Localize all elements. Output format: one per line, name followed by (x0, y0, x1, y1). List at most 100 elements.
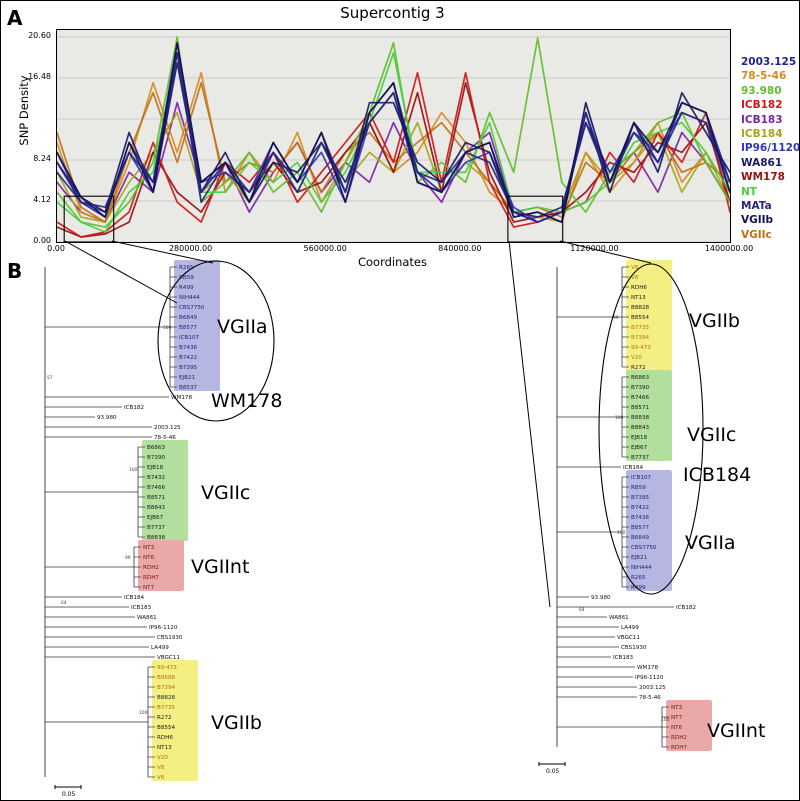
chart-legend: 2003.125 78-5-46 93.980 ICB182 ICB183 ICB184 I… (741, 55, 799, 242)
taxon-label: B8843 (147, 505, 166, 511)
clade-label: ICB184 (683, 464, 751, 486)
bootstrap-value: 100 (661, 717, 670, 723)
taxon-label: RDH6 (631, 285, 647, 291)
taxon-label: B6863 (631, 375, 650, 381)
x-tick-label: 840000.00 (438, 244, 482, 253)
group-highlight-vgiib (152, 660, 198, 781)
legend-entry: 93.980 (741, 84, 782, 97)
taxon-label: RDH7 (671, 745, 687, 751)
taxon-label: B6849 (179, 315, 198, 321)
taxon-label: B8537 (179, 385, 198, 391)
taxon-label: 93.980 (97, 415, 117, 421)
panel-a-label: A (7, 6, 23, 30)
taxon-label: B7735 (631, 325, 650, 331)
taxon-label: NT13 (631, 295, 646, 301)
taxon-label: B7735 (157, 705, 176, 711)
y-tick-label: 16.48 (28, 71, 51, 81)
taxon-label: B8828 (157, 695, 176, 701)
taxon-label: ICB107 (179, 335, 200, 341)
legend-entry: NT (741, 185, 757, 198)
taxon-label: B7436 (179, 345, 198, 351)
taxon-label: B8571 (631, 405, 650, 411)
group-highlight-vgiia (626, 470, 672, 591)
taxon-label: B7394 (631, 335, 650, 341)
x-tick-label: 1120000.00 (570, 244, 619, 253)
chart-title: Supercontig 3 (340, 4, 445, 22)
legend-entry: 78-5-46 (741, 70, 787, 83)
bootstrap-value: 64 (579, 607, 585, 613)
legend-entry: ICB184 (741, 128, 783, 141)
clade-label: VGIInt (191, 556, 249, 578)
taxon-label: B7466 (631, 395, 650, 401)
taxon-label: 99-473 (631, 345, 651, 351)
x-tick-label: 560000.00 (303, 244, 347, 253)
legend-entry: VGIIb (741, 214, 774, 227)
taxon-label: V8 (157, 765, 165, 771)
taxon-label: ICB183 (131, 605, 152, 611)
taxon-label: V20 (631, 355, 642, 361)
clade-ellipse (157, 260, 275, 422)
taxon-label: EJB21 (179, 375, 196, 381)
taxon-label: B7436 (631, 515, 650, 521)
taxon-label: IP96-1120 (149, 625, 178, 631)
taxon-label: RB59 (179, 275, 194, 281)
taxon-label: ICB107 (631, 475, 652, 481)
taxon-label: ICB183 (613, 655, 634, 661)
bootstrap-value: 100 (615, 415, 624, 421)
bootstrap-value: 100 (139, 710, 148, 716)
snp-density-chart (57, 36, 730, 242)
scale-label: 0.05 (62, 791, 76, 798)
series-line (57, 42, 730, 223)
taxon-label: WM178 (637, 665, 658, 671)
clade-label: WM178 (211, 390, 282, 412)
taxon-label: R499 (631, 585, 646, 591)
bootstrap-value: 100 (617, 530, 626, 536)
phylogenetic-tree-left: R265 RB59 R499 NIH444 CBS7750 B6849 B8577 ICB10… (44, 260, 282, 798)
taxon-label: 93.980 (591, 595, 611, 601)
taxon-label: WA861 (137, 615, 157, 621)
y-tick-label: 0.00 (33, 236, 51, 245)
taxon-label: B8838 (631, 415, 650, 421)
x-tick-label: 0.00 (47, 244, 65, 253)
legend-entry: VGIIc (741, 228, 772, 241)
taxon-label: NIH444 (179, 295, 200, 301)
taxon-label: B7737 (147, 525, 166, 531)
clade-label: VGIIc (687, 424, 736, 446)
x-axis-label: Coordinates (357, 255, 428, 269)
clade-label: VGIIa (217, 316, 268, 338)
taxon-label: ICB184 (623, 465, 644, 471)
legend-entry: ICB182 (741, 99, 783, 112)
bootstrap-value: 99 (125, 555, 131, 561)
taxon-label: EJB21 (631, 555, 648, 561)
taxon-label: B7395 (179, 365, 198, 371)
phylogenetic-tree-right: V6 V8 RDH6 NT13 B8828 B8554 B7735 B7394 99-473 V2… (538, 260, 765, 775)
taxon-label: EJB67 (147, 515, 164, 521)
taxon-label: WA861 (609, 615, 629, 621)
taxon-label: B7737 (631, 455, 650, 461)
taxon-label: B8554 (157, 725, 176, 731)
taxon-label: R499 (179, 285, 194, 291)
bootstrap-value: 99 (613, 315, 619, 321)
taxon-label: RDH2 (143, 565, 159, 571)
taxon-label: ICB184 (124, 595, 145, 601)
taxon-label: B6863 (147, 445, 166, 451)
taxon-label: NT7 (671, 715, 683, 721)
bootstrap-value: 64 (61, 600, 67, 606)
taxon-label: NIH444 (631, 565, 652, 571)
panel-b-label: B (7, 259, 23, 283)
group-highlight-vgiia (174, 260, 220, 391)
taxon-label: 2003.125 (639, 685, 666, 691)
taxon-label: B8571 (147, 495, 166, 501)
taxon-label: R265 (179, 265, 194, 271)
taxon-label: NT6 (671, 725, 683, 731)
taxon-label: R265 (631, 575, 646, 581)
bootstrap-value: 100 (129, 467, 138, 473)
taxon-label: 99-473 (157, 665, 177, 671)
clade-label: VGIInt (707, 720, 765, 742)
legend-entry: ICB183 (741, 113, 783, 126)
chart-plot-area (56, 29, 731, 243)
taxon-label: NT6 (143, 555, 155, 561)
taxon-label: B7466 (147, 485, 166, 491)
scale-label: 0.05 (546, 768, 560, 775)
legend-entry: MATa (741, 200, 772, 213)
